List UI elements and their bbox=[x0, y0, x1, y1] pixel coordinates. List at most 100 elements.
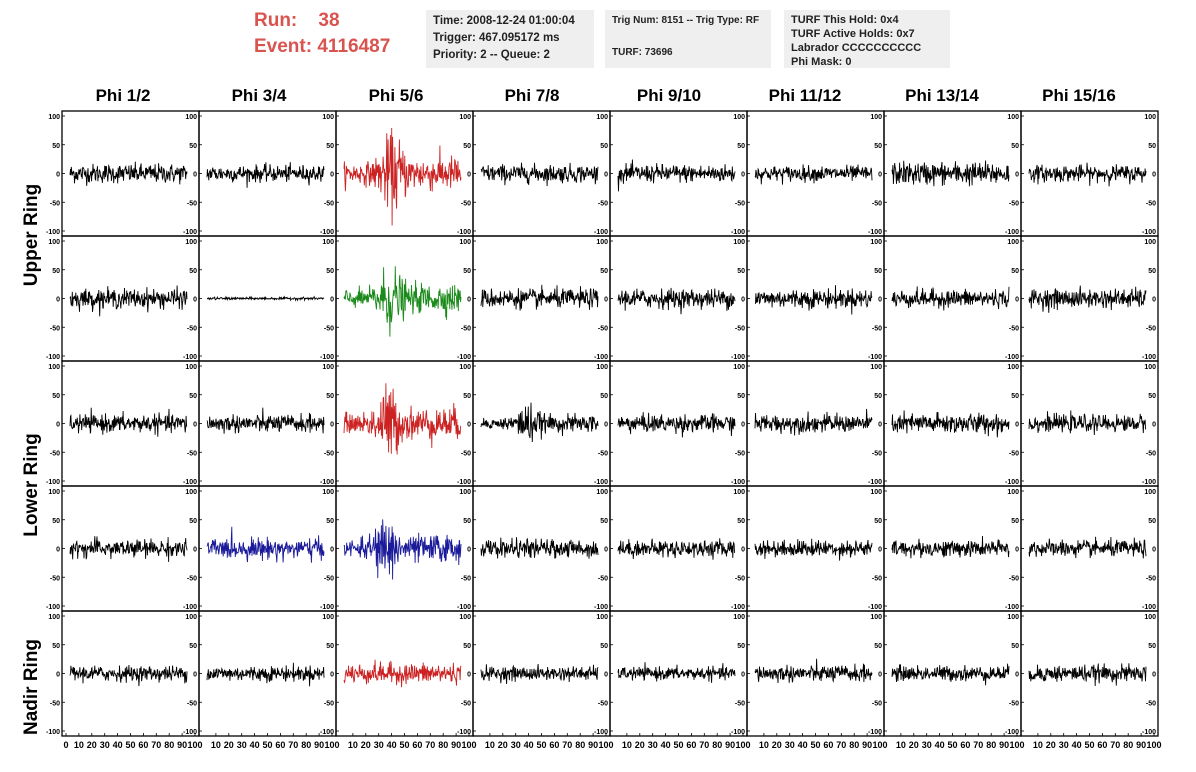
trace-r0-c7 bbox=[1028, 162, 1147, 187]
ytick-right-r2-c0-2: 0 bbox=[193, 422, 197, 429]
event-value: 4116487 bbox=[317, 36, 391, 57]
xtick-c2-6: 60 bbox=[412, 740, 422, 750]
trace-r3-c2 bbox=[343, 519, 462, 580]
ytick-right-r2-c3-4: -100 bbox=[594, 479, 608, 486]
ytick-right-r0-c3-3: -50 bbox=[598, 200, 608, 207]
ytick-left-r0-1: 50 bbox=[52, 143, 60, 150]
xtick-c3-3: 30 bbox=[511, 740, 521, 750]
xtick-c7-10: 100 bbox=[1146, 740, 1161, 750]
ytick-right-r3-c0-3: -50 bbox=[187, 575, 197, 582]
xtick-c0-1: 10 bbox=[74, 740, 84, 750]
ytick-right-r3-c1-2: 0 bbox=[330, 547, 334, 554]
ytick-right-r0-c3-4: -100 bbox=[594, 229, 608, 236]
xtick-c4-2: 20 bbox=[635, 740, 645, 750]
ytick-left-r4-0: 100 bbox=[48, 614, 60, 621]
trace-r0-c2 bbox=[343, 127, 462, 226]
ytick-right-r3-c1-1: 50 bbox=[326, 518, 334, 525]
trace-r2-c5 bbox=[754, 408, 873, 436]
ytick-right-r2-c4-1: 50 bbox=[737, 393, 745, 400]
ytick-right-r1-c7-2: 0 bbox=[1152, 297, 1156, 304]
ytick-right-r0-c7-4: -100 bbox=[1142, 229, 1156, 236]
xtick-c6-8: 80 bbox=[986, 740, 996, 750]
ytick-right-r2-c1-1: 50 bbox=[326, 393, 334, 400]
ytick-right-r2-c7-2: 0 bbox=[1152, 422, 1156, 429]
ytick-right-r3-c6-3: -50 bbox=[1009, 575, 1019, 582]
xtick-c1-5: 50 bbox=[262, 740, 272, 750]
phi-mask-text: Phi Mask: 0 bbox=[791, 56, 852, 68]
xtick-c1-3: 30 bbox=[237, 740, 247, 750]
ytick-right-r0-c2-4: -100 bbox=[457, 229, 471, 236]
ytick-left-r1-2: 0 bbox=[56, 297, 60, 304]
phi-header-1: Phi 1/2 bbox=[95, 86, 151, 105]
run-label: Run: bbox=[254, 10, 298, 31]
trace-r0-c1 bbox=[206, 162, 325, 188]
ytick-right-r4-c0-0: 100 bbox=[185, 614, 197, 621]
ytick-right-r4-c7-0: 100 bbox=[1144, 614, 1156, 621]
ytick-left-r0-3: -50 bbox=[50, 200, 60, 207]
ytick-right-r3-c7-3: -50 bbox=[1146, 575, 1156, 582]
trace-r4-c0 bbox=[69, 664, 188, 687]
ytick-right-r3-c7-2: 0 bbox=[1152, 547, 1156, 554]
ytick-right-r1-c5-3: -50 bbox=[872, 325, 882, 332]
ytick-right-r1-c4-3: -50 bbox=[735, 325, 745, 332]
ytick-right-r4-c1-3: -50 bbox=[324, 700, 334, 707]
ytick-right-r1-c2-0: 100 bbox=[459, 239, 471, 246]
ytick-right-r4-c6-1: 50 bbox=[1011, 643, 1019, 650]
ytick-right-r1-c2-3: -50 bbox=[461, 325, 471, 332]
ytick-right-r0-c0-0: 100 bbox=[185, 114, 197, 121]
xtick-c7-8: 80 bbox=[1123, 740, 1133, 750]
ytick-right-r2-c6-4: -100 bbox=[1005, 479, 1019, 486]
ytick-left-r0-2: 0 bbox=[56, 172, 60, 179]
trace-r2-c6 bbox=[891, 410, 1010, 438]
xtick-c4-7: 70 bbox=[699, 740, 709, 750]
ytick-right-r3-c1-3: -50 bbox=[324, 575, 334, 582]
ytick-right-r3-c5-4: -100 bbox=[868, 604, 882, 611]
xtick-c0-2: 20 bbox=[87, 740, 97, 750]
ytick-right-r4-c4-2: 0 bbox=[741, 672, 745, 679]
ytick-right-r4-c1-4: -100 bbox=[320, 729, 334, 736]
phi-header-3: Phi 5/6 bbox=[368, 86, 424, 105]
ytick-right-r1-c5-0: 100 bbox=[870, 239, 882, 246]
xtick-c1-2: 20 bbox=[224, 740, 234, 750]
xtick-c3-6: 60 bbox=[549, 740, 559, 750]
ytick-left-r4-4: -100 bbox=[46, 729, 60, 736]
ytick-left-r0-4: -100 bbox=[46, 229, 60, 236]
trace-r4-c1 bbox=[206, 662, 325, 687]
ytick-right-r1-c1-3: -50 bbox=[324, 325, 334, 332]
time-info-box: Time: 2008-12-24 01:00:04 Trigger: 467.0… bbox=[426, 10, 594, 68]
ytick-right-r2-c7-1: 50 bbox=[1148, 393, 1156, 400]
ytick-right-r2-c5-4: -100 bbox=[868, 479, 882, 486]
trace-r0-c0 bbox=[69, 161, 188, 186]
ytick-right-r0-c1-4: -100 bbox=[320, 229, 334, 236]
ytick-right-r4-c2-4: -100 bbox=[457, 729, 471, 736]
trace-r0-c3 bbox=[480, 162, 599, 187]
ytick-right-r0-c4-3: -50 bbox=[735, 200, 745, 207]
ytick-right-r2-c5-1: 50 bbox=[874, 393, 882, 400]
ytick-right-r1-c6-0: 100 bbox=[1007, 239, 1019, 246]
ytick-right-r0-c4-1: 50 bbox=[737, 143, 745, 150]
xtick-c7-6: 60 bbox=[1097, 740, 1107, 750]
xtick-c5-5: 50 bbox=[810, 740, 820, 750]
xtick-c4-5: 50 bbox=[673, 740, 683, 750]
ytick-right-r0-c2-3: -50 bbox=[461, 200, 471, 207]
ytick-left-r2-4: -100 bbox=[46, 479, 60, 486]
xtick-c7-3: 30 bbox=[1059, 740, 1069, 750]
ytick-right-r1-c7-1: 50 bbox=[1148, 268, 1156, 275]
ytick-right-r0-c6-4: -100 bbox=[1005, 229, 1019, 236]
ytick-right-r4-c7-4: -100 bbox=[1142, 729, 1156, 736]
trace-r4-c4 bbox=[617, 662, 736, 683]
ytick-right-r1-c4-1: 50 bbox=[737, 268, 745, 275]
ytick-right-r2-c0-3: -50 bbox=[187, 450, 197, 457]
ytick-right-r2-c1-4: -100 bbox=[320, 479, 334, 486]
trace-r3-c1 bbox=[206, 526, 325, 563]
trace-r1-c1 bbox=[206, 295, 325, 302]
xtick-c4-3: 30 bbox=[648, 740, 658, 750]
turf-active-text: TURF Active Holds: 0x7 bbox=[791, 28, 915, 40]
turf-info-box: TURF This Hold: 0x4 TURF Active Holds: 0… bbox=[784, 10, 950, 68]
xtick-c7-7: 70 bbox=[1110, 740, 1120, 750]
ytick-right-r0-c2-0: 100 bbox=[459, 114, 471, 121]
ytick-right-r1-c4-2: 0 bbox=[741, 297, 745, 304]
ytick-right-r3-c4-0: 100 bbox=[733, 489, 745, 496]
ytick-right-r4-c0-3: -50 bbox=[187, 700, 197, 707]
ytick-right-r2-c2-1: 50 bbox=[463, 393, 471, 400]
